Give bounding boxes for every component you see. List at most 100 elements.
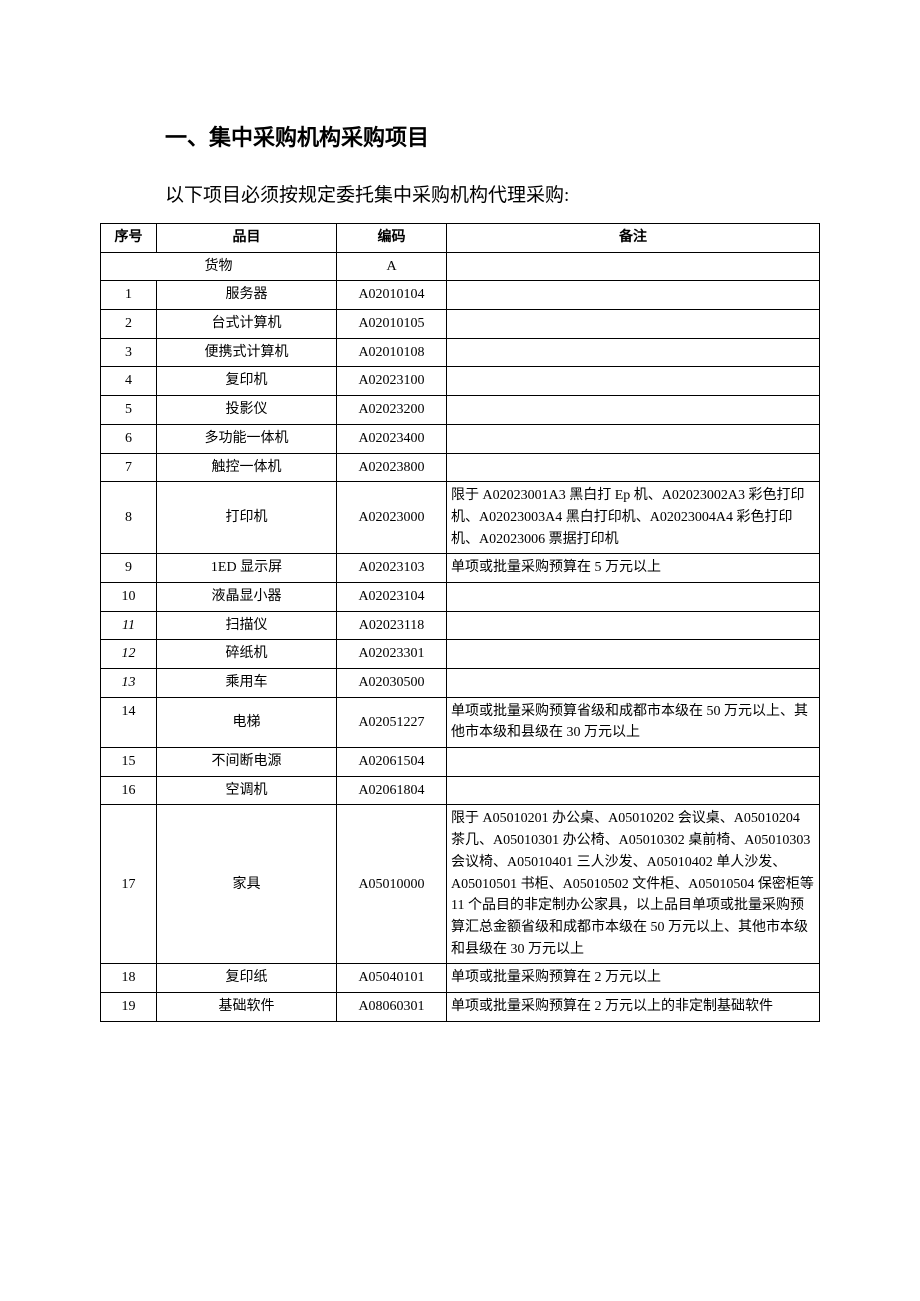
cell-item: 打印机 (157, 482, 337, 554)
cell-seq: 8 (101, 482, 157, 554)
cell-item: 触控一体机 (157, 453, 337, 482)
cell-code: A02023301 (337, 640, 447, 669)
cell-item: 不间断电源 (157, 748, 337, 777)
table-row: 19基础软件A08060301单项或批量采购预算在 2 万元以上的非定制基础软件 (101, 992, 820, 1021)
cell-seq: 9 (101, 554, 157, 583)
table-row: 16空调机A02061804 (101, 776, 820, 805)
cell-seq: 7 (101, 453, 157, 482)
cell-note: 单项或批量采购预算省级和成都市本级在 50 万元以上、其他市本级和县级在 30 … (447, 697, 820, 747)
cell-item: 服务器 (157, 281, 337, 310)
cell-note (447, 453, 820, 482)
col-header-seq: 序号 (101, 224, 157, 253)
table-row: 14电梯A02051227单项或批量采购预算省级和成都市本级在 50 万元以上、… (101, 697, 820, 747)
table-row: 10液晶显小器A02023104 (101, 582, 820, 611)
cell-code: A02023104 (337, 582, 447, 611)
table-row: 1服务器A02010104 (101, 281, 820, 310)
procurement-table: 序号 品目 编码 备注 货物A1服务器A020101042台式计算机A02010… (100, 223, 820, 1022)
cell-item: 液晶显小器 (157, 582, 337, 611)
table-row: 3便携式计算机A02010108 (101, 338, 820, 367)
col-header-note: 备注 (447, 224, 820, 253)
cell-note (447, 669, 820, 698)
category-note (447, 252, 820, 281)
cell-note: 限于 A05010201 办公桌、A05010202 会议桌、A05010204… (447, 805, 820, 964)
cell-code: A02061504 (337, 748, 447, 777)
table-row: 2台式计算机A02010105 (101, 310, 820, 339)
cell-note (447, 424, 820, 453)
category-code: A (337, 252, 447, 281)
section-subheading: 以下项目必须按规定委托集中采购机构代理采购: (165, 180, 820, 207)
cell-item: 乘用车 (157, 669, 337, 698)
cell-code: A02030500 (337, 669, 447, 698)
cell-note: 单项或批量采购预算在 5 万元以上 (447, 554, 820, 583)
table-row: 11扫描仪A02023118 (101, 611, 820, 640)
cell-note: 单项或批量采购预算在 2 万元以上 (447, 964, 820, 993)
table-category-row: 货物A (101, 252, 820, 281)
category-item: 货物 (101, 252, 337, 281)
cell-item: 家具 (157, 805, 337, 964)
cell-code: A02023103 (337, 554, 447, 583)
cell-note (447, 281, 820, 310)
cell-item: 基础软件 (157, 992, 337, 1021)
cell-seq: 11 (101, 611, 157, 640)
cell-item: 电梯 (157, 697, 337, 747)
cell-code: A02010105 (337, 310, 447, 339)
cell-item: 便携式计算机 (157, 338, 337, 367)
cell-note (447, 611, 820, 640)
cell-note (447, 396, 820, 425)
table-row: 6多功能一体机A02023400 (101, 424, 820, 453)
cell-item: 1ED 显示屏 (157, 554, 337, 583)
cell-seq: 19 (101, 992, 157, 1021)
cell-note (447, 640, 820, 669)
cell-code: A02061804 (337, 776, 447, 805)
table-row: 4复印机A02023100 (101, 367, 820, 396)
table-row: 15不间断电源A02061504 (101, 748, 820, 777)
cell-seq: 5 (101, 396, 157, 425)
cell-item: 碎纸机 (157, 640, 337, 669)
cell-item: 复印机 (157, 367, 337, 396)
cell-seq: 17 (101, 805, 157, 964)
cell-note (447, 582, 820, 611)
cell-seq: 18 (101, 964, 157, 993)
cell-note (447, 776, 820, 805)
table-row: 12碎纸机A02023301 (101, 640, 820, 669)
cell-code: A02010104 (337, 281, 447, 310)
cell-seq: 15 (101, 748, 157, 777)
cell-seq: 10 (101, 582, 157, 611)
cell-note: 单项或批量采购预算在 2 万元以上的非定制基础软件 (447, 992, 820, 1021)
cell-code: A02051227 (337, 697, 447, 747)
table-row: 7触控一体机A02023800 (101, 453, 820, 482)
cell-seq: 1 (101, 281, 157, 310)
cell-code: A05010000 (337, 805, 447, 964)
cell-seq: 4 (101, 367, 157, 396)
cell-code: A02023800 (337, 453, 447, 482)
cell-note (447, 748, 820, 777)
cell-item: 投影仪 (157, 396, 337, 425)
cell-item: 空调机 (157, 776, 337, 805)
cell-seq: 14 (101, 697, 157, 747)
cell-note (447, 367, 820, 396)
cell-note (447, 310, 820, 339)
cell-seq: 16 (101, 776, 157, 805)
table-row: 5投影仪A02023200 (101, 396, 820, 425)
table-row: 17家具A05010000限于 A05010201 办公桌、A05010202 … (101, 805, 820, 964)
cell-seq: 6 (101, 424, 157, 453)
table-row: 13乘用车A02030500 (101, 669, 820, 698)
cell-item: 多功能一体机 (157, 424, 337, 453)
table-row: 8打印机A02023000限于 A02023001A3 黑白打 Ep 机、A02… (101, 482, 820, 554)
cell-code: A08060301 (337, 992, 447, 1021)
cell-item: 台式计算机 (157, 310, 337, 339)
cell-note (447, 338, 820, 367)
col-header-code: 编码 (337, 224, 447, 253)
table-header-row: 序号 品目 编码 备注 (101, 224, 820, 253)
cell-item: 扫描仪 (157, 611, 337, 640)
col-header-item: 品目 (157, 224, 337, 253)
cell-code: A02023400 (337, 424, 447, 453)
cell-seq: 3 (101, 338, 157, 367)
cell-code: A02023000 (337, 482, 447, 554)
section-heading: 一、集中采购机构采购项目 (165, 120, 820, 152)
cell-item: 复印纸 (157, 964, 337, 993)
cell-code: A02023200 (337, 396, 447, 425)
cell-code: A05040101 (337, 964, 447, 993)
cell-code: A02023100 (337, 367, 447, 396)
table-row: 18复印纸A05040101单项或批量采购预算在 2 万元以上 (101, 964, 820, 993)
